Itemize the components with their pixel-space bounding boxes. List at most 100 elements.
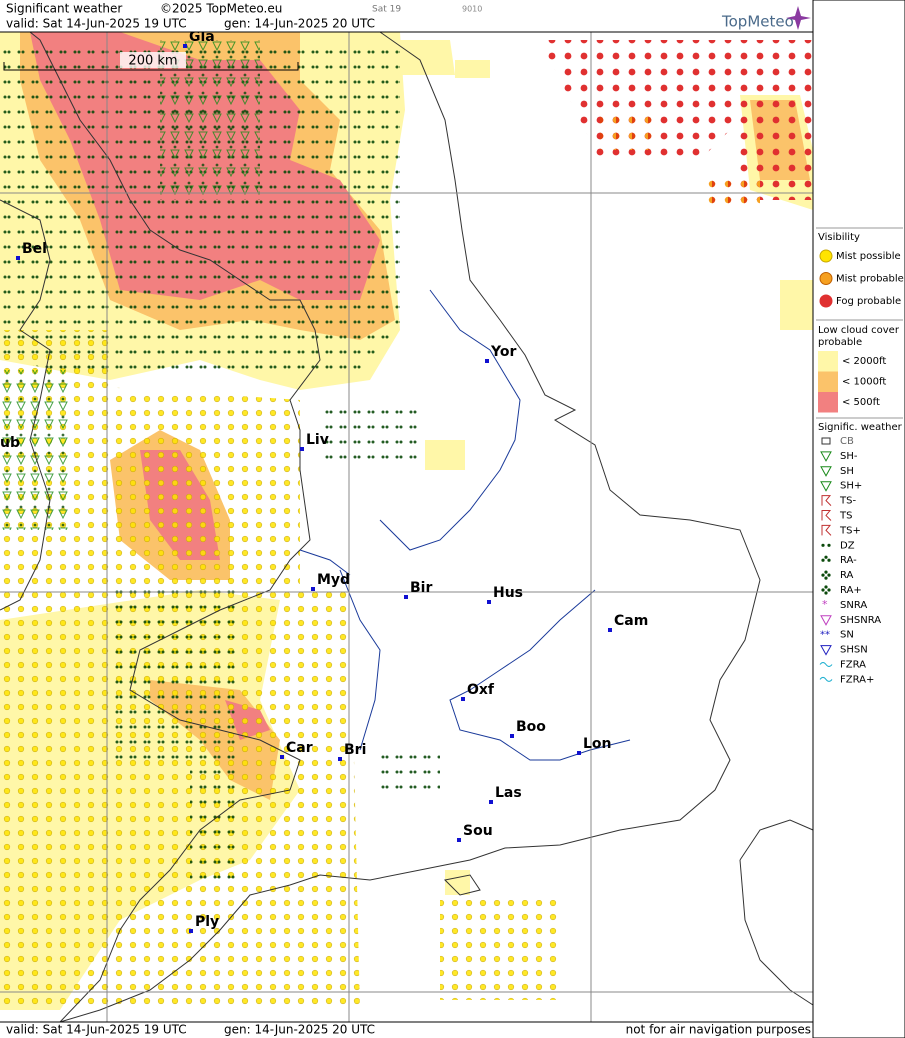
legend-label: SHSN [840,645,868,656]
header-valid: valid: Sat 14-Jun-2025 19 UTC [6,17,187,31]
city-label: Car [286,740,313,756]
legend-label: TS [839,511,852,522]
city-marker [183,44,187,48]
legend-label: Mist possible [836,251,901,262]
legend-label: SNRA [840,600,867,611]
drizzle-area [0,40,440,880]
legend-label: RA+ [840,585,862,596]
logo: TopMeteo [721,13,794,31]
city-label: Las [495,785,522,801]
legend-label: < 2000ft [842,356,886,367]
legend-symbol [821,510,832,521]
city-marker [404,595,408,599]
mist-possible-area [0,330,560,1010]
fog-probable-area [540,40,813,200]
legend-symbol [819,662,833,667]
legend-symbol [820,481,832,492]
city-label: Bri [344,742,366,758]
legend-symbol [821,588,825,592]
cities: Gla Bel Yor Liv ub Myd Bir Hus Cam Oxf Boo Lon Car Br… [0,29,648,933]
legend-symbol [824,555,828,559]
legend-label: FZRA+ [840,674,874,685]
header-title: Significant weather [6,2,122,16]
footer-gen: gen: 14-Jun-2025 20 UTC [224,1023,375,1037]
legend-label: RA- [840,555,857,566]
city-marker [16,256,20,260]
city-label: Sou [463,823,493,839]
legend-swatch [818,392,838,413]
legend-swatch [818,351,838,372]
legend-symbol [819,294,833,308]
city-label: Oxf [467,682,495,698]
city-label: Cam [614,613,648,629]
header [0,0,813,32]
legend-panel [812,0,905,1038]
legend-symbol [820,615,832,626]
city-label: Liv [306,432,329,448]
legend-title: Signific. weather [818,422,903,433]
low-cloud-2000 [390,40,490,895]
legend-symbol [819,272,833,285]
legend-symbol [824,570,828,574]
city-label: Boo [516,719,546,735]
city-marker [300,447,304,451]
city-marker [487,600,491,604]
run-label: Sat 19 [372,5,401,15]
city-label: Yor [490,344,516,360]
mist-probable-area [600,110,760,210]
map: 200 km Gla Bel Yor Liv ub Myd Bir Hus Cam Oxf Boo L… [0,29,814,1023]
legend-symbol [827,543,831,547]
legend-label: TS+ [839,525,861,536]
legend-label: TS- [839,496,856,507]
legend: Visibility Mist possible Mist probable Fog … [816,227,904,685]
legend-label: DZ [840,540,855,551]
city-label: Ply [195,914,219,930]
legend-label: SN [840,630,854,641]
city-label: Bel [22,241,47,257]
city-marker [338,757,342,761]
copyright: ©2025 TopMeteo.eu [160,2,282,16]
legend-symbol [819,676,833,682]
footer-valid: valid: Sat 14-Jun-2025 19 UTC [6,1023,187,1037]
city-label: Bir [410,580,432,596]
city-marker [311,587,315,591]
logo-star [786,6,811,30]
legend-symbol [820,466,832,477]
legend-label: RA [840,570,854,581]
legend-label: SH+ [840,481,862,492]
legend-symbol [819,249,833,263]
legend-symbol [824,576,828,580]
legend-label: < 500ft [842,397,880,408]
city-label: Gla [189,29,215,45]
city-marker [189,929,193,933]
legend-symbol [821,437,831,445]
legend-label: Fog probable [836,296,901,307]
legend-label: < 1000ft [842,377,886,388]
legend-symbol [820,451,832,462]
footer-note: not for air navigation purposes [626,1023,811,1037]
legend-symbol [821,573,825,577]
legend-label: Mist probable [836,274,904,285]
legend-label: SHSNRA [840,615,881,626]
city-label: Myd [317,572,350,588]
legend-label: SH- [840,451,858,462]
city-marker [577,751,581,755]
city-marker [457,838,461,842]
legend-swatch [818,371,838,392]
legend-symbol [827,573,831,577]
legend-symbol [827,588,831,592]
legend-label: CB [840,436,854,447]
scale-bar [3,62,299,71]
legend-title: Visibility [818,232,860,243]
city-marker [280,755,284,759]
legend-symbol [821,524,832,536]
legend-symbol [824,585,828,589]
scale-label: 200 km [128,54,177,69]
city-label: Hus [493,585,523,601]
legend-symbol [827,558,831,562]
legend-symbol: ** [820,630,830,641]
city-label: ub [0,435,20,451]
legend-symbol [824,591,828,595]
code-label: 9010 [462,5,482,14]
